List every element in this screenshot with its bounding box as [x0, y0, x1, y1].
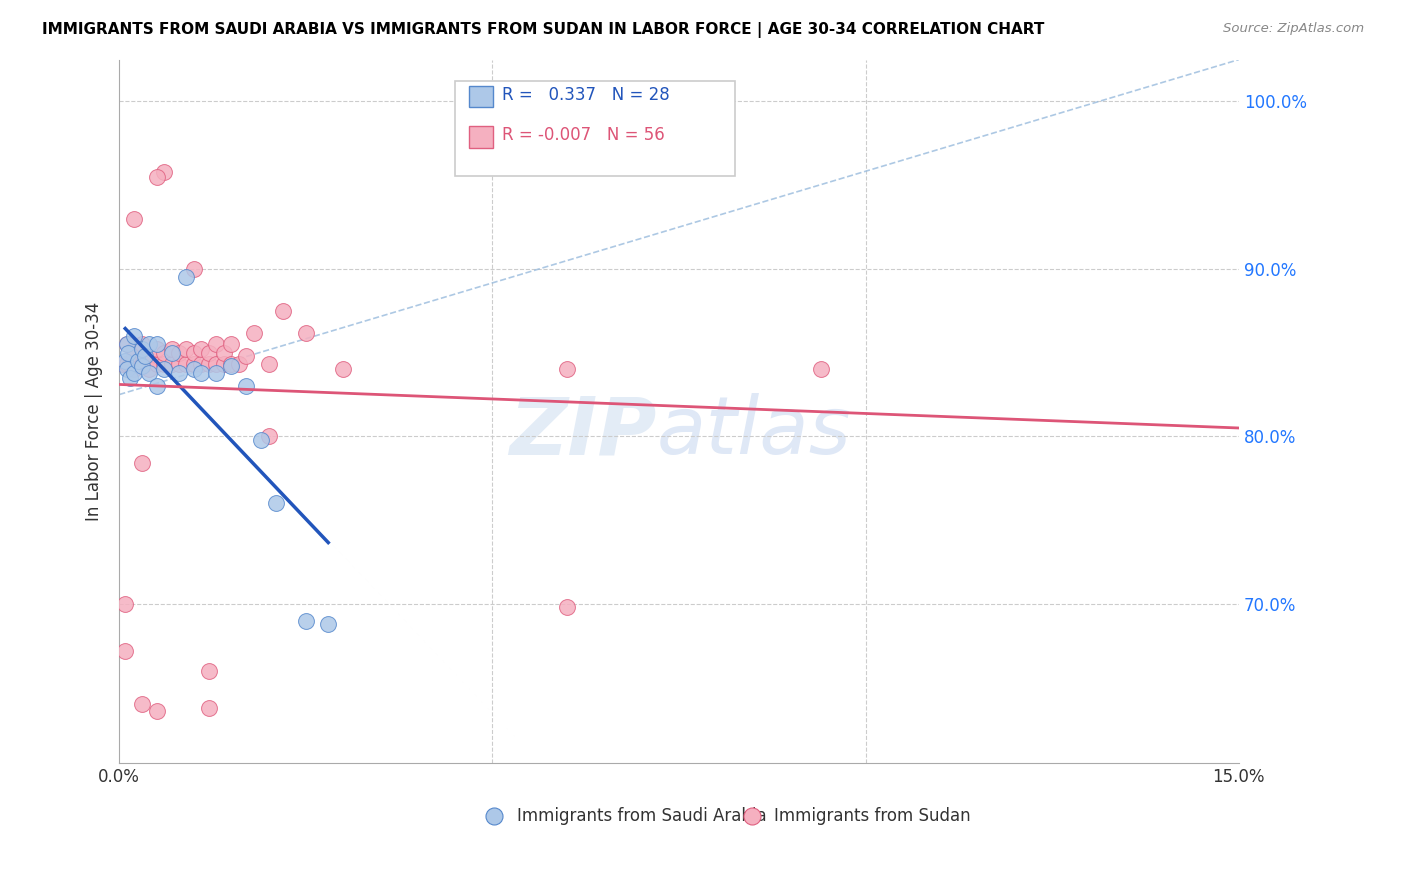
Point: [114, 597, 136, 611]
Point: [250, 433, 273, 447]
Point: [219, 359, 242, 373]
Point: [153, 362, 176, 376]
Point: [555, 362, 578, 376]
Point: [332, 362, 354, 376]
Point: [160, 343, 183, 357]
Point: [257, 429, 280, 443]
Point: [295, 326, 318, 340]
Point: [160, 345, 183, 359]
Point: [228, 358, 250, 372]
Point: [111, 358, 134, 372]
Text: Immigrants from Saudi Arabia: Immigrants from Saudi Arabia: [516, 806, 766, 825]
Point: [134, 358, 156, 372]
Point: [205, 366, 228, 380]
Text: Immigrants from Sudan: Immigrants from Sudan: [775, 806, 970, 825]
FancyBboxPatch shape: [456, 80, 735, 176]
Point: [122, 349, 145, 363]
Point: [115, 337, 138, 351]
Point: [190, 366, 212, 380]
Point: [316, 617, 339, 632]
Text: Source: ZipAtlas.com: Source: ZipAtlas.com: [1223, 22, 1364, 36]
Point: [131, 359, 153, 373]
Point: [131, 337, 153, 351]
Point: [122, 366, 145, 380]
Point: [257, 358, 280, 372]
Point: [176, 270, 198, 285]
Point: [131, 698, 153, 712]
Point: [114, 354, 136, 368]
Point: [122, 343, 145, 357]
Point: [167, 358, 190, 372]
Point: [205, 358, 228, 372]
Point: [131, 343, 153, 357]
Point: [134, 349, 156, 363]
Point: [176, 358, 198, 372]
Point: [138, 337, 160, 351]
Point: [145, 358, 167, 372]
Point: [183, 358, 205, 372]
Point: [120, 358, 142, 372]
Point: [160, 358, 183, 372]
Point: [212, 345, 235, 359]
Point: [114, 644, 136, 658]
Point: [115, 337, 138, 351]
Text: atlas: atlas: [657, 393, 852, 471]
Point: [145, 379, 167, 393]
Point: [198, 358, 221, 372]
Point: [115, 358, 138, 372]
Point: [138, 362, 160, 376]
Point: [198, 345, 221, 359]
Point: [555, 600, 578, 615]
Point: [183, 261, 205, 276]
Point: [153, 358, 176, 372]
Point: [235, 379, 257, 393]
Point: [167, 366, 190, 380]
Point: [183, 362, 205, 376]
Point: [115, 362, 138, 376]
Point: [219, 337, 242, 351]
Point: [183, 345, 205, 359]
FancyBboxPatch shape: [468, 126, 494, 147]
FancyBboxPatch shape: [468, 86, 494, 107]
Point: [242, 326, 264, 340]
Point: [264, 496, 287, 510]
Point: [295, 614, 318, 628]
Point: [198, 664, 221, 678]
Point: [145, 704, 167, 718]
Point: [273, 303, 295, 318]
Point: [131, 358, 153, 372]
Point: [127, 354, 149, 368]
Point: [205, 337, 228, 351]
Point: [122, 211, 145, 226]
Point: [190, 358, 212, 372]
Text: R = -0.007   N = 56: R = -0.007 N = 56: [502, 126, 665, 144]
Point: [176, 343, 198, 357]
Y-axis label: In Labor Force | Age 30-34: In Labor Force | Age 30-34: [86, 301, 103, 521]
Point: [153, 345, 176, 359]
Point: [122, 329, 145, 343]
Point: [145, 337, 167, 351]
Point: [145, 343, 167, 357]
Point: [122, 362, 145, 376]
Point: [167, 345, 190, 359]
Point: [810, 362, 832, 376]
Point: [198, 700, 221, 714]
Point: [138, 366, 160, 380]
Point: [145, 169, 167, 184]
Text: IMMIGRANTS FROM SAUDI ARABIA VS IMMIGRANTS FROM SUDAN IN LABOR FORCE | AGE 30-34: IMMIGRANTS FROM SAUDI ARABIA VS IMMIGRAN…: [42, 22, 1045, 38]
Point: [212, 358, 235, 372]
Point: [219, 358, 242, 372]
Point: [235, 349, 257, 363]
Point: [120, 371, 142, 385]
Point: [190, 343, 212, 357]
Text: R =   0.337   N = 28: R = 0.337 N = 28: [502, 86, 669, 103]
Text: ZIP: ZIP: [509, 393, 657, 471]
Point: [117, 345, 139, 359]
Point: [153, 165, 176, 179]
Point: [131, 456, 153, 470]
Point: [138, 349, 160, 363]
